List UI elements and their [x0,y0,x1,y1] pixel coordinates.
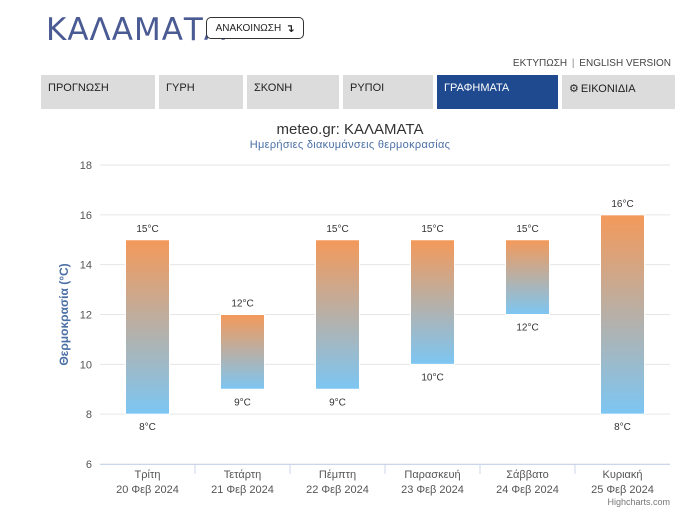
high-temp-label: 15°C [326,224,348,235]
tab-pollen[interactable]: ΓΥΡΗ [159,75,243,109]
y-tick-label: 14 [80,260,92,272]
x-tick-date-label: 24 Φεβ 2024 [496,484,559,496]
temperature-range-bar [220,314,265,390]
high-temp-label: 15°C [421,224,443,235]
x-tick-day-label: Πέμπτη [319,469,356,481]
gear-icon: ⚙ [569,83,579,95]
tab-label: ΡΥΠΟΙ [350,82,385,94]
tab-label: ΓΥΡΗ [166,82,195,94]
tab-dust[interactable]: ΣΚΟΝΗ [247,75,339,109]
high-temp-label: 16°C [611,199,633,210]
tab-label: ΕΙΚΟΝΙΔΙΑ [580,83,636,95]
credits-link[interactable]: Highcharts.com [607,497,670,507]
high-temp-label: 15°C [516,224,538,235]
high-temp-label: 12°C [231,299,253,310]
low-temp-label: 10°C [421,372,443,383]
temperature-range-bar [315,239,360,390]
x-tick-date-label: 22 Φεβ 2024 [306,484,369,496]
announcement-button[interactable]: ΑΝΑΚΟΙΝΩΣΗ ↴ [206,17,304,39]
y-axis-title: Θερμοκρασία (°C) [57,263,71,365]
city-title: ΚΑΛΑΜΑΤΑ [46,12,227,48]
tab-label: ΠΡΟΓΝΩΣΗ [48,82,109,94]
y-tick-label: 6 [86,459,92,471]
x-tick-day-label: Τετάρτη [224,469,262,481]
announcement-label: ΑΝΑΚΟΙΝΩΣΗ [215,22,282,34]
temperature-range-bar [125,239,170,415]
x-tick-day-label: Σάββατο [506,469,548,481]
low-temp-label: 12°C [516,323,538,334]
temperature-range-bar [505,239,550,315]
high-temp-label: 15°C [136,224,158,235]
tab-label: ΣΚΟΝΗ [254,82,293,94]
x-tick-day-label: Κυριακή [602,469,642,481]
y-tick-label: 18 [80,160,92,172]
temperature-range-bar [410,239,455,365]
link-separator: | [571,58,575,69]
low-temp-label: 9°C [329,397,346,408]
low-temp-label: 8°C [139,422,156,433]
chart-title: meteo.gr: ΚΑΛΑΜΑΤΑ [276,121,424,138]
low-temp-label: 8°C [614,422,631,433]
x-tick-date-label: 21 Φεβ 2024 [211,484,274,496]
arrow-down-icon: ↴ [285,22,295,35]
y-tick-label: 16 [80,210,92,222]
tab-label: ΓΡΑΦΗΜΑΤΑ [444,82,510,94]
tab-forecast[interactable]: ΠΡΟΓΝΩΣΗ [41,75,155,109]
x-tick-date-label: 23 Φεβ 2024 [401,484,464,496]
english-version-link[interactable]: ENGLISH VERSION [579,58,671,69]
x-tick-date-label: 20 Φεβ 2024 [116,484,179,496]
tab-charts[interactable]: ΓΡΑΦΗΜΑΤΑ [437,75,558,109]
temperature-range-bar [600,214,645,415]
chart-subtitle: Ημερήσιες διακυμάνσεις θερμοκρασίας [249,139,451,151]
top-links: ΕΚΤΥΠΩΣΗ | ENGLISH VERSION [513,58,671,69]
x-tick-date-label: 25 Φεβ 2024 [591,484,654,496]
main-nav: ΠΡΟΓΝΩΣΗ ΓΥΡΗ ΣΚΟΝΗ ΡΥΠΟΙ ΓΡΑΦΗΜΑΤΑ ⚙ ΕΙΚ… [41,75,675,109]
low-temp-label: 9°C [234,397,251,408]
x-tick-day-label: Τρίτη [135,469,161,481]
y-tick-label: 8 [86,409,92,421]
y-tick-label: 12 [80,310,92,322]
y-tick-label: 10 [80,359,92,371]
x-tick-day-label: Παρασκευή [404,469,460,481]
print-link[interactable]: ΕΚΤΥΠΩΣΗ [512,58,568,69]
tab-pollutants[interactable]: ΡΥΠΟΙ [343,75,433,109]
tab-icons[interactable]: ⚙ ΕΙΚΟΝΙΔΙΑ [562,75,675,109]
